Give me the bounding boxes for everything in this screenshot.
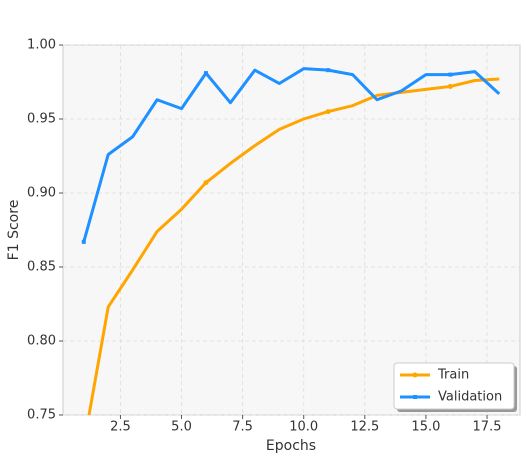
y-tick-label: 0.75 <box>27 408 56 423</box>
y-tick-label: 1.00 <box>27 38 56 53</box>
x-tick-label: 7.5 <box>232 420 253 435</box>
x-tick-label: 5.0 <box>171 420 192 435</box>
y-tick-label: 0.90 <box>27 186 56 201</box>
legend-marker <box>412 372 418 378</box>
x-axis-label: Epochs <box>266 438 316 454</box>
legend-label: Validation <box>438 390 502 405</box>
y-tick-label: 0.80 <box>27 334 56 349</box>
marker <box>448 72 453 77</box>
marker <box>447 83 453 89</box>
plot-area <box>62 44 521 416</box>
x-tick-label: 17.5 <box>473 420 502 435</box>
marker <box>326 68 331 73</box>
marker <box>81 239 86 244</box>
legend-label: Train <box>437 368 469 383</box>
marker <box>81 442 86 447</box>
y-tick-label: 0.95 <box>27 112 56 127</box>
series-line <box>87 77 500 415</box>
x-tick-label: 15.0 <box>411 420 440 435</box>
legend-marker <box>413 395 417 399</box>
y-axis-label: F1 Score <box>6 200 22 261</box>
marker <box>203 180 209 186</box>
x-tick-label: 12.5 <box>350 420 379 435</box>
series-line <box>82 67 501 243</box>
marker <box>325 109 331 115</box>
y-tick-label: 0.85 <box>27 260 56 275</box>
marker <box>203 71 208 76</box>
x-tick-label: 2.5 <box>110 420 131 435</box>
x-tick-label: 10.0 <box>289 420 318 435</box>
